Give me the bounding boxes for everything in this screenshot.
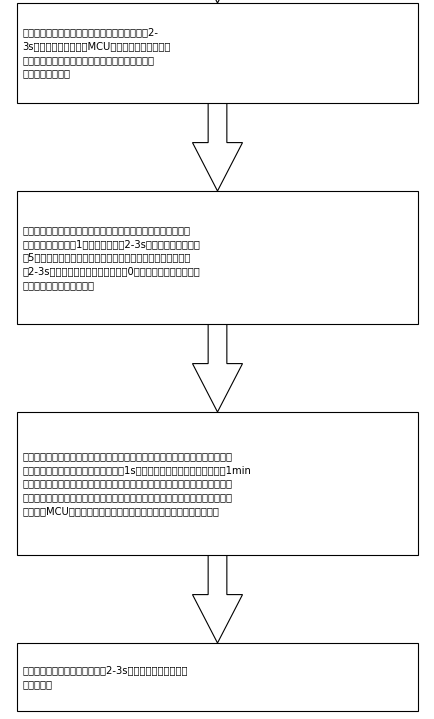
Text: 控制时长调节：按住物理按键控制的控制时长一级增长按钮或控制时长二级增长
按钮，按一下控制时长一级增长按钮为1s，按一下控制时长二级增长按钮为1min
脉冲生成系: 控制时长调节：按住物理按键控制的控制时长一级增长按钮或控制时长二级增长 按钮，按… (23, 452, 251, 516)
Polygon shape (192, 0, 242, 3)
Text: 按住物理按键控制的电脉冲输出增加键按钮，短按增加键一次，
电脉冲输出强度增加1档，长按增加键2-3s，电脉冲输出强度增
加5档；短按减小键一次，电脉冲输出强度减: 按住物理按键控制的电脉冲输出增加键按钮，短按增加键一次， 电脉冲输出强度增加1档… (23, 225, 200, 290)
Text: 关机：开机情况下，长按电源键2-3s后，显示关机画面，止
吐仪的关机: 关机：开机情况下，长按电源键2-3s后，显示关机画面，止 吐仪的关机 (23, 665, 187, 689)
Polygon shape (192, 103, 242, 191)
Bar (17, 643, 417, 711)
Text: 开机：关机情况下，长按物理按键控制的电源键2-
3s后，供电系统分别与MCU控制、脉冲生成系统、
时长控制卡系统通电，液晶扫描显示系统显示开机
画面，止吐仪开机: 开机：关机情况下，长按物理按键控制的电源键2- 3s后，供电系统分别与MCU控制… (23, 27, 171, 78)
Polygon shape (192, 103, 242, 191)
Polygon shape (192, 555, 242, 643)
Polygon shape (192, 0, 242, 3)
Bar (17, 191, 417, 324)
Polygon shape (192, 324, 242, 412)
Polygon shape (192, 555, 242, 643)
Bar (17, 412, 417, 555)
Bar (17, 3, 417, 103)
Polygon shape (192, 324, 242, 412)
